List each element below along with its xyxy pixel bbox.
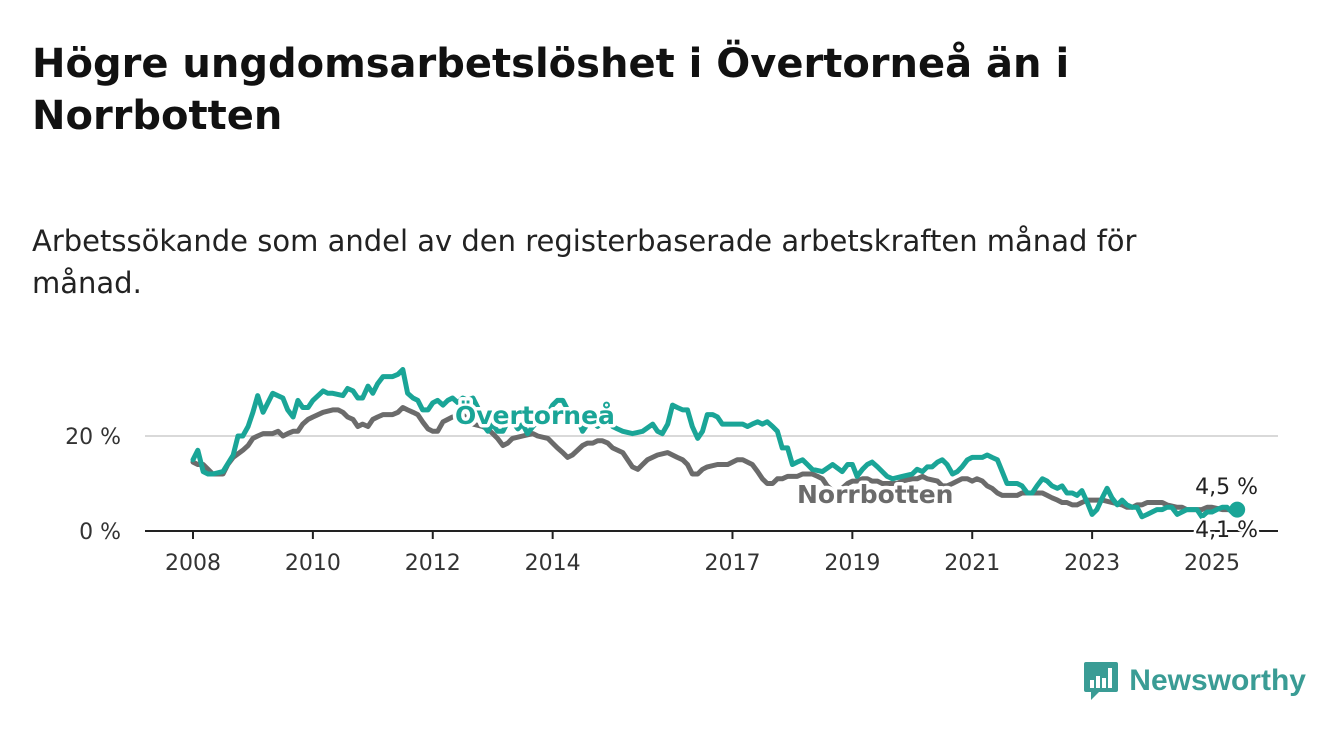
grid-layer	[145, 435, 1278, 532]
axis-layer: 0 % 20 % 2008 2010 2012 2014 2017 2019 2021 2023 2…	[65, 425, 1240, 576]
label-layer: Övertorneå Norrbotten 4,5 % 4,1 %	[452, 397, 1261, 546]
newsworthy-chart-bubble-icon	[1084, 662, 1119, 700]
brand-name: Newsworthy	[1129, 664, 1306, 697]
x-tick-label-2012: 2012	[405, 551, 461, 576]
brand-logo: Newsworthy	[1083, 660, 1306, 702]
x-tick-label-2025: 2025	[1184, 551, 1240, 576]
series-layer	[190, 367, 1246, 520]
end-label-norrbotten: 4,1 %	[1195, 518, 1258, 543]
chart-title: Högre ungdomsarbetslöshet i Övertorneå ä…	[32, 41, 1070, 139]
series-line-norrbotten	[190, 405, 1240, 514]
series-endpoint-overtornea	[1229, 501, 1246, 518]
x-tick-label-2019: 2019	[824, 551, 880, 576]
x-tick-label-2023: 2023	[1064, 551, 1120, 576]
x-tick-label-2021: 2021	[944, 551, 1000, 576]
chart-subtitle: Arbetssökande som andel av den registerb…	[32, 224, 1137, 300]
series-line-overtornea	[190, 367, 1240, 520]
x-tick-label-2010: 2010	[285, 551, 341, 576]
y-tick-label-20: 20 %	[65, 425, 121, 450]
y-tick-label-0: 0 %	[79, 520, 121, 545]
series-label-norrbotten: Norrbotten	[797, 480, 953, 509]
series-label-overtornea: Övertorneå	[455, 400, 615, 430]
x-tick-label-2008: 2008	[165, 551, 221, 576]
x-tick-label-2017: 2017	[704, 551, 760, 576]
x-tick-label-2014: 2014	[525, 551, 581, 576]
end-label-overtornea: 4,5 %	[1195, 475, 1258, 500]
